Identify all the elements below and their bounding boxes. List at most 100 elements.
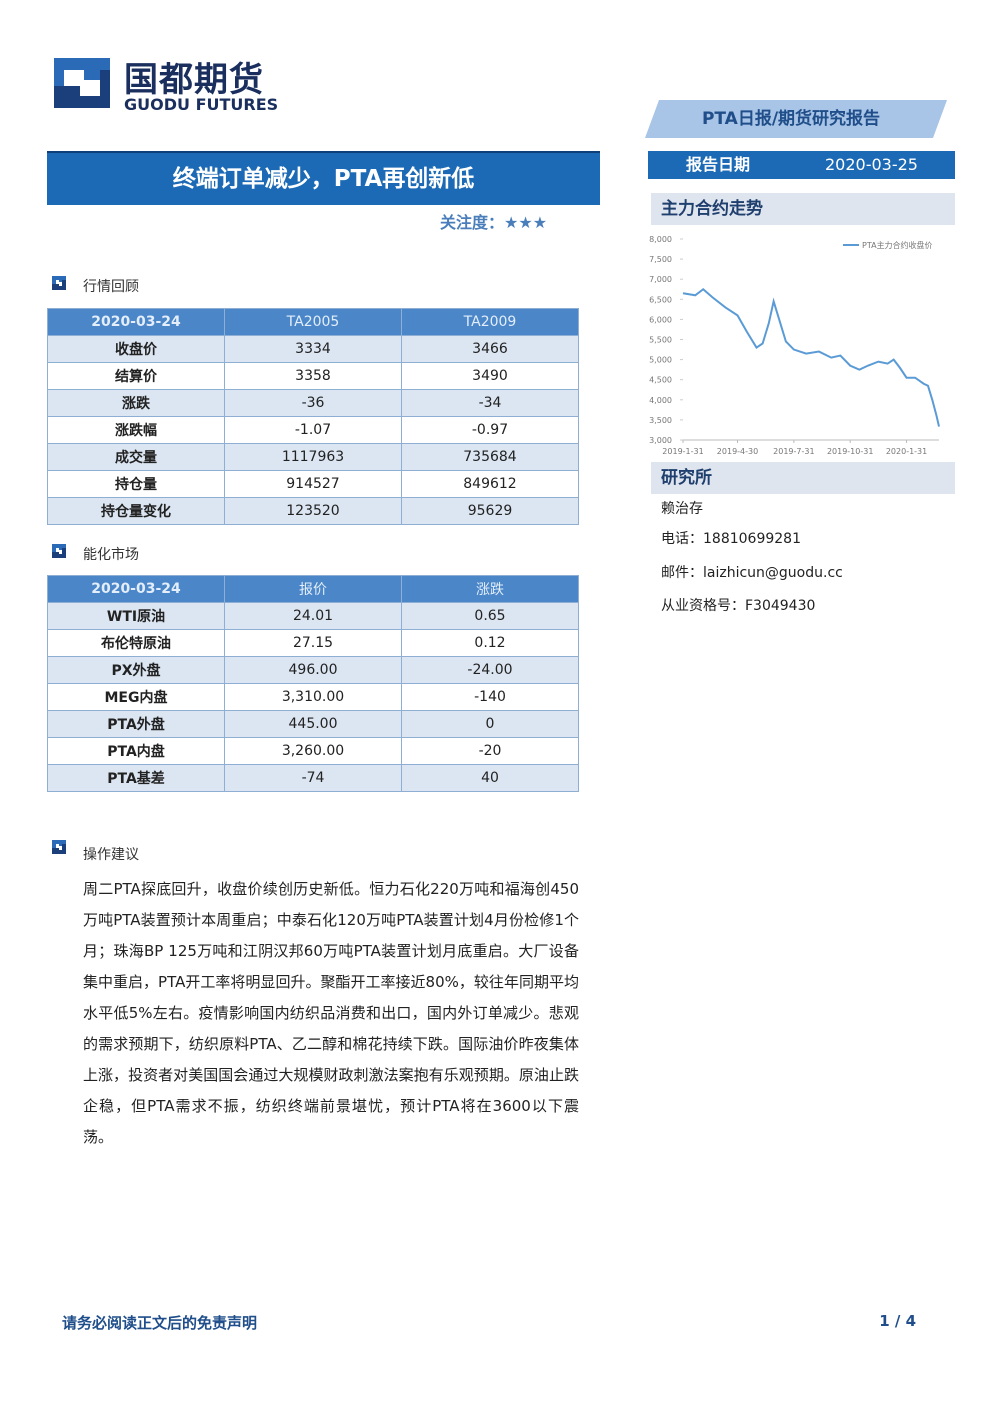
table-cell: 涨跌 [47, 389, 225, 417]
table-cell: -24.00 [401, 656, 579, 684]
energy-table: 2020-03-24 报价 涨跌 WTI原油 24.01 0.65 布伦特原油 27.15 0.… [47, 575, 579, 792]
table-cell: 40 [401, 764, 579, 792]
phone: 电话：18810699281 [661, 531, 801, 547]
table-cell: MEG内盘 [47, 683, 225, 711]
table-row: 成交量 1117963 735684 [47, 443, 579, 471]
table-cell: 3490 [401, 362, 579, 390]
table-row: PTA基差 -74 40 [47, 764, 579, 792]
table-row: 结算价 3358 3490 [47, 362, 579, 390]
section-icon [52, 276, 66, 290]
table-cell: 123520 [224, 497, 402, 525]
table-row: 收盘价 3334 3466 [47, 335, 579, 363]
page-number: 1 / 4 [879, 1312, 916, 1330]
table-cell: 3334 [224, 335, 402, 363]
table-cell: 496.00 [224, 656, 402, 684]
table-cell: 涨跌 [401, 575, 579, 603]
table-cell: 收盘价 [47, 335, 225, 363]
table-cell: 2020-03-24 [47, 308, 225, 336]
table-cell: 报价 [224, 575, 402, 603]
table-row: 布伦特原油 27.15 0.12 [47, 629, 579, 657]
table-cell: -36 [224, 389, 402, 417]
table-row: WTI原油 24.01 0.65 [47, 602, 579, 630]
table-cell: PX外盘 [47, 656, 225, 684]
table-cell: 3358 [224, 362, 402, 390]
table-row: 2020-03-24 TA2005 TA2009 [47, 308, 579, 336]
date-label: 报告日期 [648, 151, 788, 179]
table-cell: 结算价 [47, 362, 225, 390]
table-row: PTA内盘 3,260.00 -20 [47, 737, 579, 765]
section-heading: 行情回顾 [83, 279, 139, 295]
logo-mark [54, 58, 110, 108]
table-row: 持仓量变化 123520 95629 [47, 497, 579, 525]
section-icon [52, 840, 66, 854]
table-cell: -0.97 [401, 416, 579, 444]
table-cell: PTA内盘 [47, 737, 225, 765]
analyst: 赖治存 [661, 501, 703, 517]
license: 从业资格号：F3049430 [661, 598, 816, 614]
table-row: 2020-03-24 报价 涨跌 [47, 575, 579, 603]
table-cell: -140 [401, 683, 579, 711]
disclaimer: 请务必阅读正文后的免责声明 [62, 1314, 258, 1332]
table-cell: 95629 [401, 497, 579, 525]
table-cell: 27.15 [224, 629, 402, 657]
report-type: PTA日报/期货研究报告 [702, 108, 880, 129]
table-cell: -74 [224, 764, 402, 792]
table-row: PX外盘 496.00 -24.00 [47, 656, 579, 684]
table-cell: 持仓量 [47, 470, 225, 498]
y-tick-label: 5,000 [649, 356, 672, 365]
advice-text: 周二PTA探底回升，收盘价续创历史新低。恒力石化220万吨和福海创450万吨PT… [83, 880, 579, 1146]
y-tick-label: 6,500 [649, 295, 672, 304]
table-cell: 849612 [401, 470, 579, 498]
table-cell: 3466 [401, 335, 579, 363]
table-cell: TA2009 [401, 308, 579, 336]
y-tick-label: 8,000 [649, 235, 672, 244]
table-cell: -20 [401, 737, 579, 765]
y-tick-label: 4,500 [649, 376, 672, 385]
data-line [682, 287, 940, 427]
x-tick-label: 2020-1-31 [886, 447, 927, 456]
attention: 关注度：★★★ [440, 213, 548, 232]
table-cell: 735684 [401, 443, 579, 471]
y-tick-label: 4,000 [649, 396, 672, 405]
table-cell: 0.12 [401, 629, 579, 657]
table-cell: 布伦特原油 [47, 629, 225, 657]
table-row: PTA外盘 445.00 0 [47, 710, 579, 738]
y-tick-label: 7,000 [649, 275, 672, 284]
table-cell: 914527 [224, 470, 402, 498]
y-tick-label: 3,000 [649, 436, 672, 445]
table-cell: 445.00 [224, 710, 402, 738]
table-cell: 持仓量变化 [47, 497, 225, 525]
x-tick-label: 2019-10-31 [827, 447, 874, 456]
table-row: MEG内盘 3,310.00 -140 [47, 683, 579, 711]
table-cell: 24.01 [224, 602, 402, 630]
table-cell: 涨跌幅 [47, 416, 225, 444]
research-heading: 研究所 [651, 462, 955, 494]
logo-en: GUODU FUTURES [124, 95, 279, 114]
table-row: 涨跌 -36 -34 [47, 389, 579, 417]
table-cell: 2020-03-24 [47, 575, 225, 603]
table-row: 涨跌幅 -1.07 -0.97 [47, 416, 579, 444]
table-cell: 0.65 [401, 602, 579, 630]
table-cell: WTI原油 [47, 602, 225, 630]
legend-label: PTA主力合约收盘价 [862, 240, 933, 250]
market-table: 2020-03-24 TA2005 TA2009 收盘价 3334 3466 结算价 3358… [47, 308, 579, 525]
y-tick-label: 7,500 [649, 255, 672, 264]
table-cell: -34 [401, 389, 579, 417]
x-tick-label: 2019-4-30 [717, 447, 758, 456]
table-cell: PTA基差 [47, 764, 225, 792]
table-cell: 3,310.00 [224, 683, 402, 711]
report-type-banner: PTA日报/期货研究报告 [645, 100, 947, 138]
table-row: 持仓量 914527 849612 [47, 470, 579, 498]
y-tick-label: 3,500 [649, 416, 672, 425]
table-cell: 1117963 [224, 443, 402, 471]
table-cell: 3,260.00 [224, 737, 402, 765]
section-icon [52, 544, 66, 558]
chart: 3,000 3,500 4,000 4,500 5,000 5,500 6,000 6,500… [649, 235, 940, 456]
table-cell: PTA外盘 [47, 710, 225, 738]
y-tick-label: 5,500 [649, 336, 672, 345]
x-tick-label: 2019-7-31 [773, 447, 814, 456]
section-heading: 操作建议 [83, 847, 139, 863]
table-cell: 成交量 [47, 443, 225, 471]
chart-heading: 主力合约走势 [651, 193, 955, 225]
